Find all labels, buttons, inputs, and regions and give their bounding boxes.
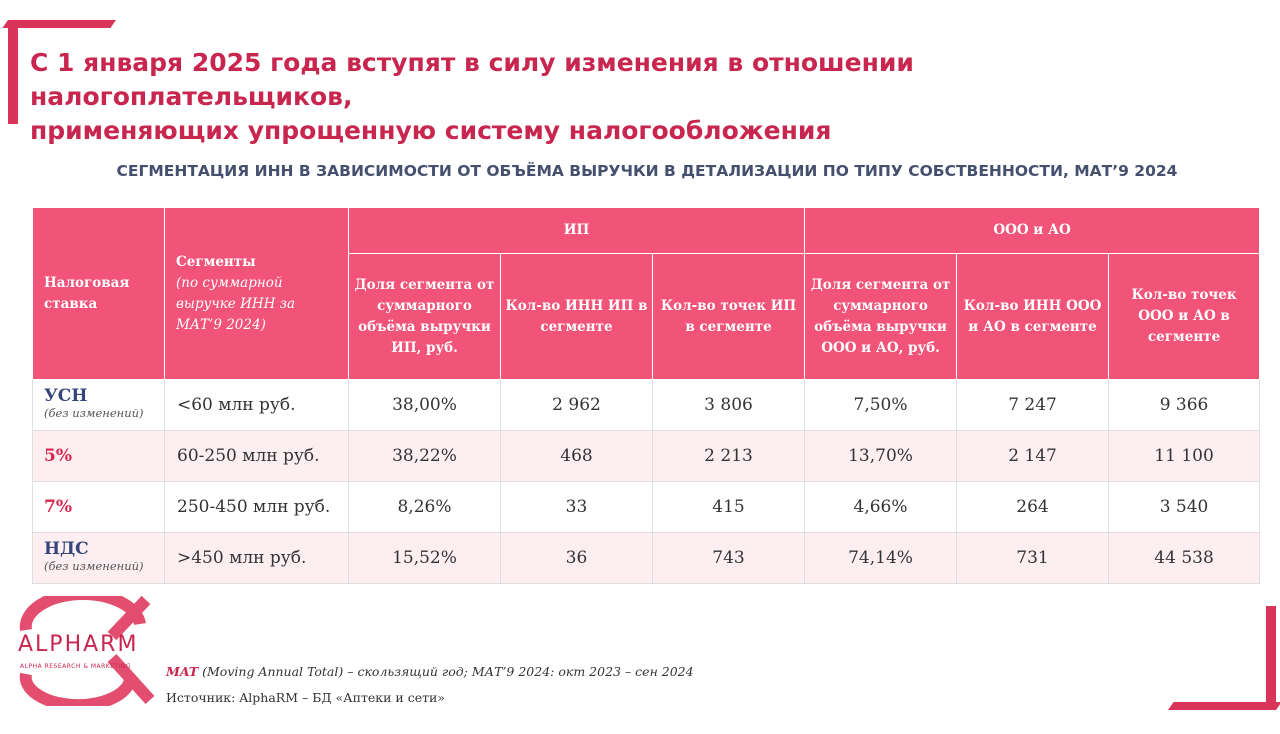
ooo-inn-cell: 2 147 (956, 430, 1110, 482)
segment-cell: <60 млн руб. (164, 379, 349, 431)
table-row: УСН (без изменений) <60 млн руб. 38,00% … (32, 379, 1261, 431)
mat-footnote: MAT (Moving Annual Total) – скользящий г… (166, 664, 694, 679)
corner-decoration-right (1266, 606, 1276, 710)
ip-inn-cell: 468 (500, 430, 653, 482)
header-ip-share: Доля сегмента от суммарного объёма выруч… (348, 253, 501, 380)
ooo-share-cell: 4,66% (804, 481, 958, 533)
rate-note: (без изменений) (44, 406, 144, 420)
corner-decoration-top (2, 20, 117, 28)
ip-points-cell: 415 (651, 481, 806, 533)
ooo-inn-cell: 264 (956, 481, 1110, 533)
ooo-points-cell: 9 366 (1108, 379, 1261, 431)
mat-abbreviation: MAT (166, 664, 199, 679)
header-ip-points-count: Кол-во точек ИП в сегменте (651, 253, 806, 380)
segment-cell: 250-450 млн руб. (164, 481, 349, 533)
ooo-inn-cell: 731 (956, 532, 1110, 584)
header-segments-title: Сегменты (176, 253, 256, 270)
rate-cell: 7% (32, 481, 165, 533)
title-line-2: применяющих упрощенную систему налогообл… (30, 116, 832, 145)
ip-inn-cell: 36 (500, 532, 653, 584)
rate-label: 5% (44, 445, 72, 466)
segment-cell: >450 млн руб. (164, 532, 349, 584)
header-ooo-inn-count: Кол-во ИНН ООО и АО в сегменте (956, 253, 1110, 380)
ooo-points-cell: 3 540 (1108, 481, 1261, 533)
header-ooo-share: Доля сегмента от суммарного объёма выруч… (804, 253, 958, 380)
header-group-ip: ИП (347, 207, 806, 254)
header-segments-note: (по суммарной выручке ИНН за МАТ’9 2024) (176, 274, 296, 333)
ooo-share-cell: 74,14% (804, 532, 958, 584)
ip-points-cell: 3 806 (651, 379, 806, 431)
alpharm-logo-icon (19, 596, 155, 706)
ip-points-cell: 743 (651, 532, 806, 584)
rate-label: УСН (44, 386, 88, 406)
source-note: Источник: AlphaRM – БД «Аптеки и сети» (166, 690, 445, 705)
page-title: С 1 января 2025 года вступят в силу изме… (30, 46, 1230, 148)
rate-cell: УСН (без изменений) (32, 379, 165, 431)
header-ip-inn-count: Кол-во ИНН ИП в сегменте (500, 253, 653, 380)
ip-share-cell: 38,00% (348, 379, 501, 431)
title-line-1: С 1 января 2025 года вступят в силу изме… (30, 48, 914, 111)
header-group-ooo: ООО и АО (804, 207, 1261, 254)
table-title: СЕГМЕНТАЦИЯ ИНН В ЗАВИСИМОСТИ ОТ ОБЪЁМА … (116, 162, 1178, 180)
ip-share-cell: 8,26% (348, 481, 501, 533)
ip-share-cell: 38,22% (348, 430, 501, 482)
logo-name: ALPHARM (18, 632, 139, 657)
header-tax-rate: Налоговая ставка (32, 207, 165, 380)
mat-definition: (Moving Annual Total) – скользящий год; … (198, 664, 694, 679)
corner-decoration-bottom (1168, 702, 1280, 710)
segmentation-table: Налоговая ставка Сегменты (по суммарной … (32, 207, 1261, 584)
ip-inn-cell: 2 962 (500, 379, 653, 431)
table-row: 7% 250-450 млн руб. 8,26% 33 415 4,66% 2… (32, 481, 1261, 533)
logo-tagline: ALPHA RESEARCH & MARKETING (20, 663, 132, 670)
ooo-share-cell: 7,50% (804, 379, 958, 431)
ip-points-cell: 2 213 (651, 430, 806, 482)
rate-label: НДС (44, 539, 89, 559)
ooo-points-cell: 44 538 (1108, 532, 1261, 584)
rate-cell: НДС (без изменений) (32, 532, 165, 584)
header-ooo-points-count: Кол-во точек ООО и АО в сегменте (1108, 253, 1261, 380)
rate-label: 7% (44, 496, 72, 517)
ooo-inn-cell: 7 247 (956, 379, 1110, 431)
segment-cell: 60-250 млн руб. (164, 430, 349, 482)
ip-share-cell: 15,52% (348, 532, 501, 584)
header-segments: Сегменты (по суммарной выручке ИНН за МА… (164, 207, 349, 380)
rate-cell: 5% (32, 430, 165, 482)
ooo-share-cell: 13,70% (804, 430, 958, 482)
corner-decoration-left (8, 20, 18, 124)
table-row: НДС (без изменений) >450 млн руб. 15,52%… (32, 532, 1261, 584)
table-row: 5% 60-250 млн руб. 38,22% 468 2 213 13,7… (32, 430, 1261, 482)
rate-note: (без изменений) (44, 559, 144, 573)
ooo-points-cell: 11 100 (1108, 430, 1261, 482)
ip-inn-cell: 33 (500, 481, 653, 533)
